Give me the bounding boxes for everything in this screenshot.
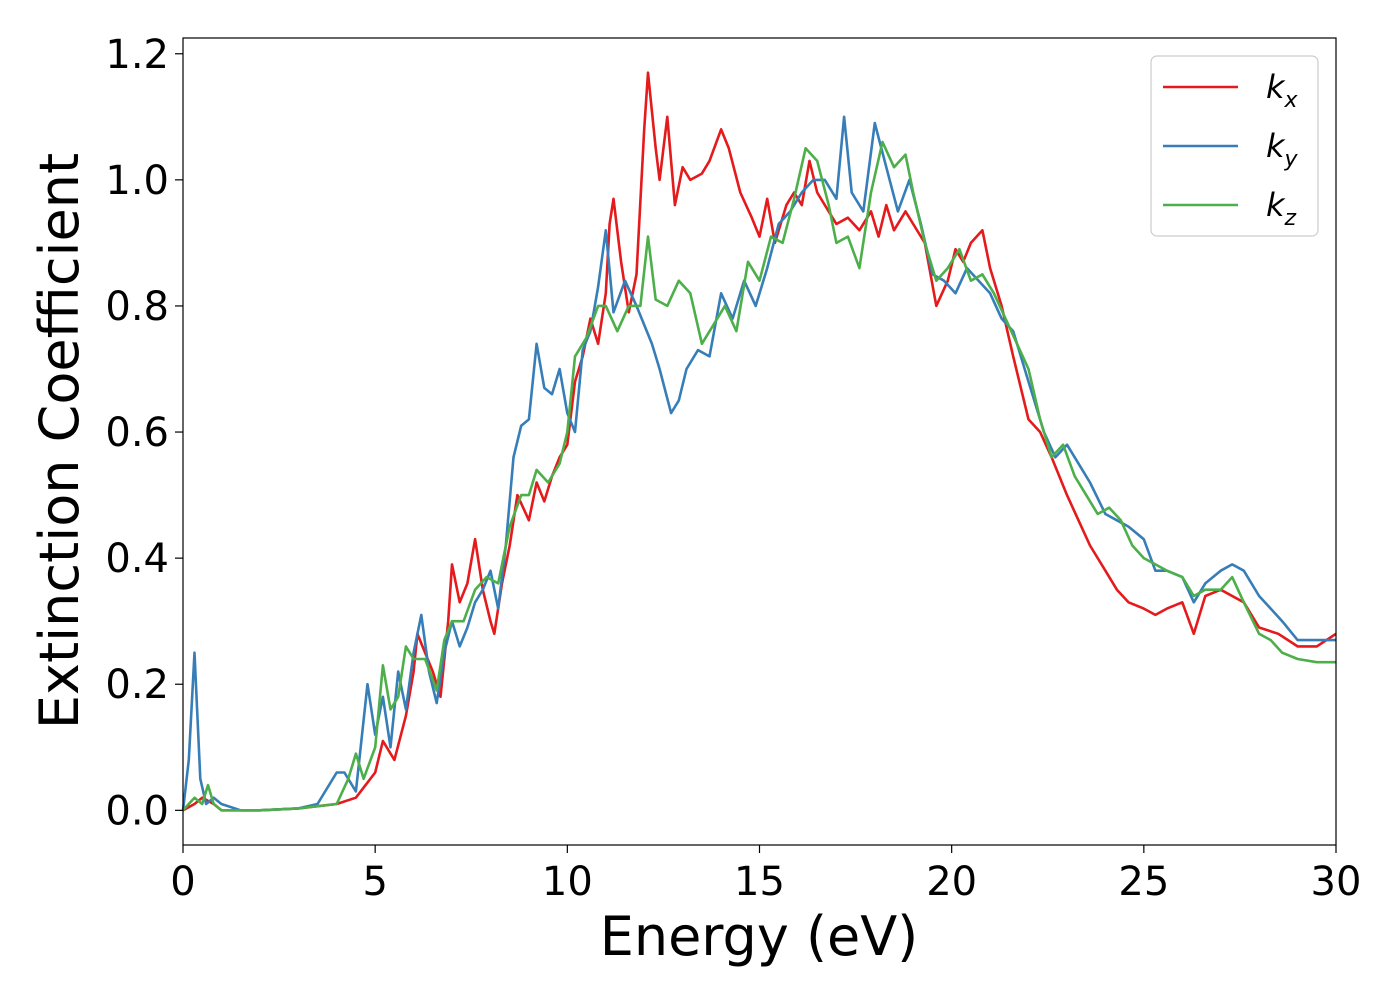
x-tick-label: 0 — [170, 859, 195, 905]
legend-label-kz: kz — [1266, 186, 1297, 231]
y-axis: 0.0 0.2 0.4 0.6 0.8 1.0 1.2 — [105, 32, 183, 834]
series-line-kx — [182, 71, 1337, 812]
x-tick-label: 5 — [362, 859, 387, 905]
series-line-kz — [182, 140, 1336, 812]
x-tick-label: 15 — [734, 859, 785, 905]
x-tick-label: 30 — [1311, 859, 1362, 905]
x-tick-label: 25 — [1118, 859, 1169, 905]
series-layer — [181, 71, 1337, 812]
y-axis-title: Extinction Coefficient — [28, 153, 91, 729]
y-tick-label: 0.6 — [105, 410, 169, 456]
legend-label-base: k — [1266, 68, 1286, 106]
y-tick-label: 0.2 — [105, 662, 169, 708]
y-tick-label: 1.2 — [105, 32, 169, 78]
y-tick-label: 0.0 — [105, 788, 169, 834]
legend-label-sub: z — [1284, 206, 1297, 231]
series-line-ky — [181, 115, 1336, 812]
y-tick-label: 0.8 — [105, 284, 169, 330]
legend-label-sub: x — [1284, 88, 1299, 113]
legend-label-kx: kx — [1266, 68, 1299, 113]
x-tick-label: 20 — [926, 859, 977, 905]
legend-label-sub: y — [1284, 147, 1299, 172]
x-axis: 0 5 10 15 20 25 30 — [170, 845, 1361, 905]
legend-label-base: k — [1266, 186, 1286, 224]
y-tick-label: 1.0 — [105, 158, 169, 204]
legend-label-ky: ky — [1266, 127, 1299, 172]
x-tick-label: 10 — [542, 859, 593, 905]
y-tick-label: 0.4 — [105, 536, 169, 582]
legend-label-base: k — [1266, 127, 1286, 165]
x-axis-title: Energy (eV) — [600, 905, 919, 968]
